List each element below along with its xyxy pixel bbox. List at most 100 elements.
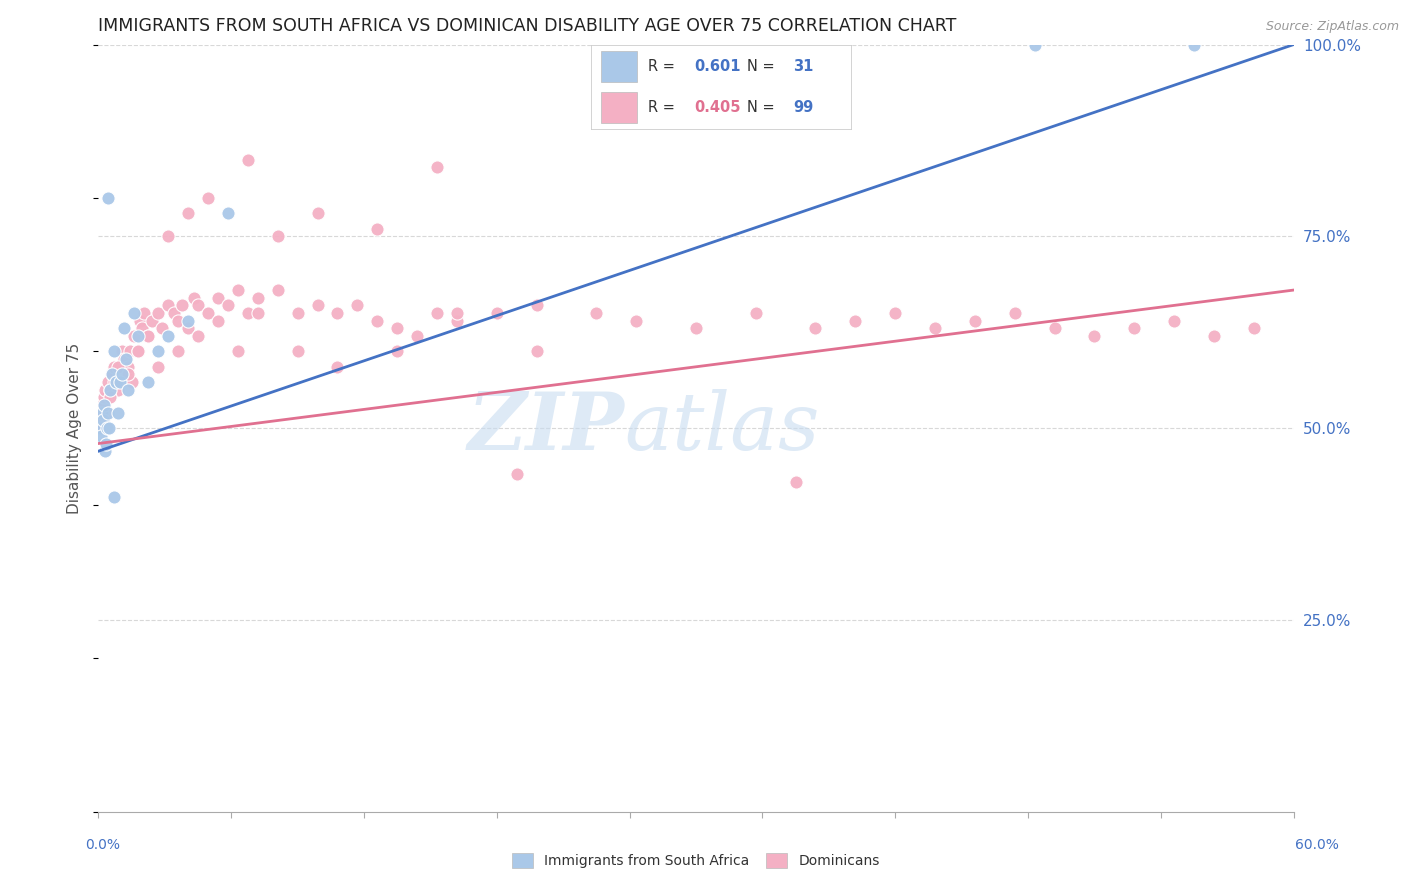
Point bbox=[110, 375, 132, 389]
Point bbox=[157, 329, 180, 343]
Point bbox=[626, 314, 648, 328]
Point bbox=[426, 161, 449, 175]
Text: 60.0%: 60.0% bbox=[1295, 838, 1340, 852]
Point bbox=[127, 344, 149, 359]
Point bbox=[157, 298, 180, 312]
Legend: Immigrants from South Africa, Dominicans: Immigrants from South Africa, Dominicans bbox=[506, 848, 886, 874]
Point bbox=[1163, 314, 1185, 328]
Point bbox=[131, 321, 153, 335]
Point bbox=[136, 375, 159, 389]
Point bbox=[148, 359, 170, 374]
Point bbox=[150, 321, 173, 335]
Point bbox=[1004, 306, 1026, 320]
Point bbox=[1043, 321, 1066, 335]
Point bbox=[177, 206, 200, 220]
Text: R =: R = bbox=[648, 100, 679, 115]
Point bbox=[884, 306, 907, 320]
Point bbox=[101, 368, 124, 382]
Text: 31: 31 bbox=[793, 59, 814, 74]
Point bbox=[366, 314, 388, 328]
Point bbox=[187, 329, 209, 343]
Point bbox=[163, 306, 186, 320]
Point bbox=[94, 444, 117, 458]
Point bbox=[385, 344, 409, 359]
Point bbox=[107, 383, 129, 397]
Point bbox=[526, 344, 548, 359]
Point bbox=[346, 298, 368, 312]
Point bbox=[287, 306, 309, 320]
Point bbox=[406, 329, 429, 343]
Point bbox=[585, 306, 607, 320]
Point bbox=[136, 329, 159, 343]
Point bbox=[90, 429, 112, 443]
Point bbox=[103, 375, 125, 389]
Text: Source: ZipAtlas.com: Source: ZipAtlas.com bbox=[1265, 20, 1399, 33]
Point bbox=[148, 344, 170, 359]
Point bbox=[236, 153, 259, 167]
Point bbox=[93, 391, 115, 405]
Point bbox=[197, 306, 219, 320]
Point bbox=[326, 359, 349, 374]
Point bbox=[97, 406, 120, 420]
Point bbox=[110, 359, 132, 374]
Point bbox=[426, 306, 449, 320]
Point bbox=[107, 406, 129, 420]
Point bbox=[1083, 329, 1105, 343]
Point bbox=[98, 383, 122, 397]
Point bbox=[136, 329, 159, 343]
Point bbox=[207, 291, 229, 305]
Point bbox=[385, 321, 409, 335]
Point bbox=[97, 375, 120, 389]
Point bbox=[96, 436, 118, 450]
Point bbox=[89, 421, 111, 435]
Point bbox=[98, 421, 121, 435]
Point bbox=[485, 306, 508, 320]
Point bbox=[167, 344, 190, 359]
Point bbox=[129, 314, 152, 328]
Point bbox=[207, 314, 229, 328]
Point bbox=[93, 413, 115, 427]
Text: 0.0%: 0.0% bbox=[86, 838, 120, 852]
Text: 99: 99 bbox=[793, 100, 814, 115]
Point bbox=[111, 344, 134, 359]
Point bbox=[134, 306, 156, 320]
Point bbox=[105, 375, 128, 389]
Text: N =: N = bbox=[747, 59, 779, 74]
Point bbox=[326, 306, 349, 320]
Point bbox=[89, 421, 111, 435]
Point bbox=[117, 368, 139, 382]
Point bbox=[177, 321, 200, 335]
Point bbox=[167, 314, 190, 328]
Point bbox=[91, 421, 114, 435]
Point bbox=[93, 413, 115, 427]
Point bbox=[90, 406, 112, 420]
Point bbox=[183, 291, 205, 305]
Point bbox=[307, 206, 329, 220]
Text: 0.601: 0.601 bbox=[695, 59, 741, 74]
Point bbox=[127, 344, 149, 359]
Point bbox=[120, 344, 142, 359]
Point bbox=[172, 298, 194, 312]
Text: ZIP: ZIP bbox=[467, 390, 624, 467]
Point bbox=[124, 306, 146, 320]
Point bbox=[111, 368, 134, 382]
Point bbox=[226, 283, 249, 297]
Point bbox=[287, 344, 309, 359]
Point bbox=[187, 298, 209, 312]
Point bbox=[246, 306, 269, 320]
Point bbox=[236, 306, 259, 320]
Point bbox=[785, 475, 807, 489]
Point bbox=[117, 383, 139, 397]
Point bbox=[177, 314, 200, 328]
Point bbox=[1243, 321, 1265, 335]
Point bbox=[124, 329, 146, 343]
Point bbox=[115, 352, 138, 367]
Point bbox=[103, 344, 125, 359]
Point bbox=[101, 368, 124, 382]
Point bbox=[1182, 37, 1205, 52]
Text: N =: N = bbox=[747, 100, 779, 115]
Point bbox=[96, 421, 118, 435]
Point bbox=[96, 421, 118, 435]
Point bbox=[1024, 37, 1046, 52]
Point bbox=[97, 191, 120, 205]
